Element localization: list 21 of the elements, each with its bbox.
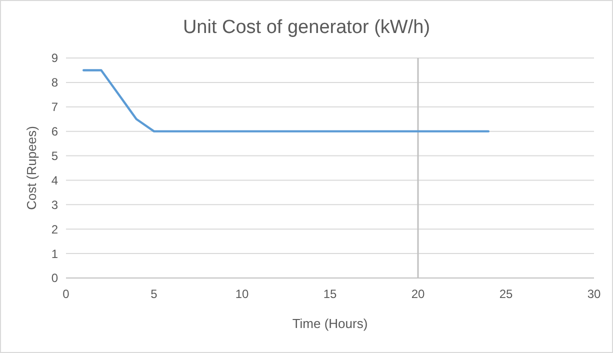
y-tick-label: 7 <box>51 100 58 114</box>
y-tick-label: 5 <box>51 148 58 163</box>
y-tick-label: 3 <box>51 198 58 212</box>
x-tick-label: 10 <box>235 287 249 301</box>
y-axis-title: Cost (Rupees) <box>24 126 39 210</box>
x-tick-label: 5 <box>150 287 158 301</box>
y-tick-label: 9 <box>51 51 58 66</box>
y-tick-label: 2 <box>51 222 58 236</box>
x-tick-label: 20 <box>411 287 425 301</box>
x-tick-label: 15 <box>323 287 337 301</box>
chart-title: Unit Cost of generator (kW/h) <box>182 17 430 38</box>
y-tick-label: 8 <box>51 76 58 90</box>
y-tick-label: 4 <box>51 173 58 188</box>
y-tick-label: 0 <box>51 271 58 286</box>
y-tick-label: 6 <box>51 124 58 139</box>
x-tick-label: 25 <box>499 287 513 301</box>
x-axis-title: Time (Hours) <box>292 316 368 331</box>
x-tick-label: 0 <box>62 287 70 301</box>
line-series <box>82 69 490 132</box>
x-tick-label: 30 <box>587 287 601 301</box>
y-tick-label: 1 <box>51 246 58 261</box>
